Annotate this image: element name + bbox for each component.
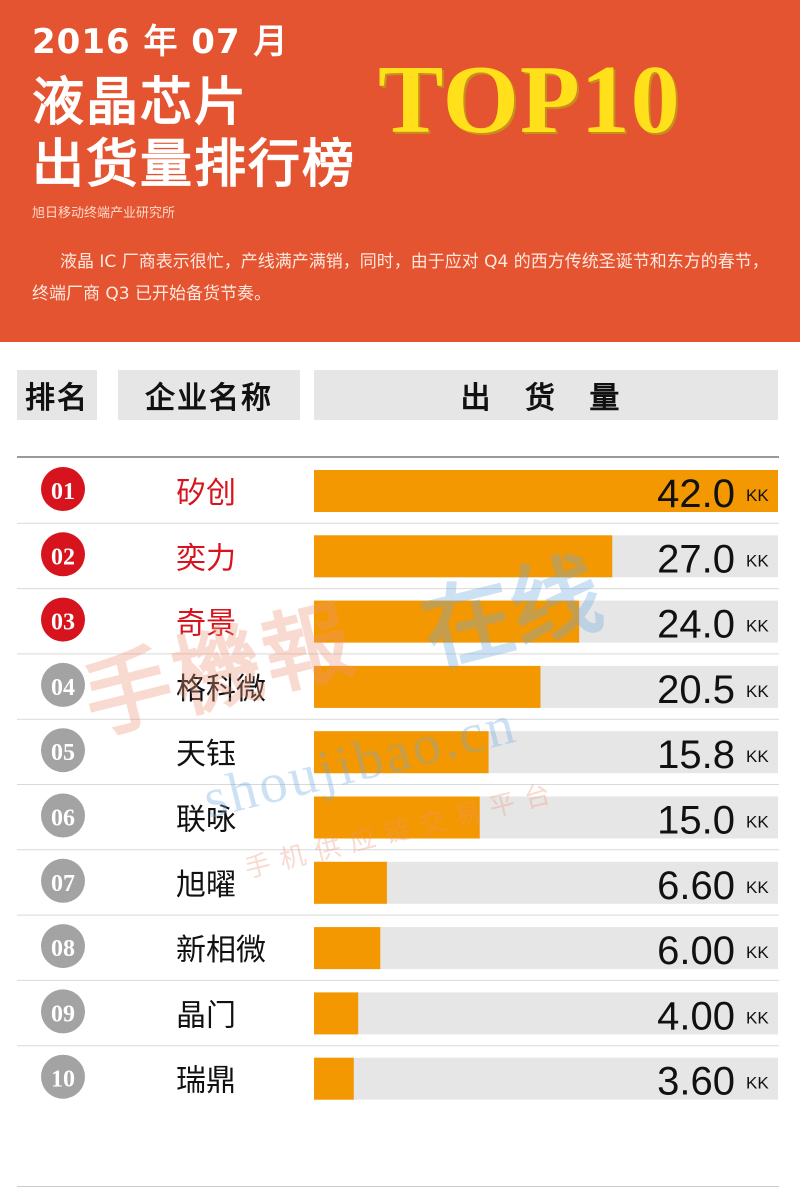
bar-2 — [314, 535, 613, 578]
value-label-3: 24.0 — [657, 603, 735, 647]
rank-badge-2 — [41, 532, 85, 577]
rank-badge-1 — [41, 467, 85, 511]
rank-number-6: 06 — [51, 806, 75, 832]
header-divider — [17, 456, 779, 458]
rank-number-9: 09 — [51, 1001, 75, 1027]
value-label-4: 20.5 — [657, 668, 735, 712]
bar-1 — [314, 470, 778, 512]
rank-number-4: 04 — [51, 675, 75, 701]
value-label-2: 27.0 — [657, 537, 735, 581]
company-name-3: 奇景 — [176, 607, 236, 642]
unit-label-9: KK — [746, 1008, 769, 1027]
column-header-volume: 出 货 量 — [314, 370, 778, 420]
rank-badge-10 — [41, 1054, 85, 1099]
value-label-5: 15.8 — [657, 733, 735, 777]
company-name-2: 奕力 — [176, 541, 236, 576]
unit-label-1: KK — [746, 486, 769, 505]
value-label-9: 4.00 — [657, 994, 735, 1038]
value-label-1: 42.0 — [657, 472, 735, 516]
top10-label: TOP10 — [378, 46, 681, 154]
unit-label-3: KK — [746, 617, 769, 636]
rank-badge-5 — [41, 728, 85, 773]
value-label-8: 6.00 — [657, 929, 735, 973]
rank-badge-8 — [41, 924, 85, 969]
report-date: 2016 年 07 月 — [32, 22, 289, 62]
column-header-company: 企业名称 — [118, 370, 300, 420]
company-name-6: 联咏 — [176, 803, 236, 838]
company-name-7: 旭曜 — [176, 868, 236, 903]
bar-track-10 — [314, 1057, 778, 1100]
company-name-5: 天钰 — [176, 737, 236, 772]
bar-6 — [314, 796, 480, 839]
source-label: 旭日移动终端产业研究所 — [32, 206, 176, 221]
header-banner: 2016 年 07 月 液晶芯片 出货量排行榜 TOP10 旭日移动终端产业研究… — [0, 0, 800, 342]
rank-number-2: 02 — [51, 544, 75, 570]
bar-5 — [314, 731, 489, 774]
company-name-8: 新相微 — [176, 933, 266, 968]
unit-label-7: KK — [746, 878, 769, 897]
bottom-divider — [17, 1186, 779, 1187]
unit-label-4: KK — [746, 682, 769, 701]
unit-label-10: KK — [746, 1074, 769, 1093]
unit-label-6: KK — [746, 813, 769, 832]
company-name-4: 格科微 — [176, 672, 266, 707]
bar-3 — [314, 600, 580, 643]
rank-number-1: 01 — [51, 479, 75, 505]
value-label-7: 6.60 — [657, 864, 735, 908]
rank-number-7: 07 — [51, 871, 75, 897]
bar-8 — [314, 927, 381, 970]
value-label-6: 15.0 — [657, 799, 735, 843]
value-label-10: 3.60 — [657, 1060, 735, 1104]
bar-10 — [314, 1057, 354, 1100]
company-name-9: 晶门 — [176, 998, 236, 1033]
bar-7 — [314, 861, 387, 904]
rank-badge-7 — [41, 858, 85, 903]
rank-badge-3 — [41, 597, 85, 642]
company-name-1: 矽创 — [176, 476, 236, 511]
bar-track-7 — [314, 861, 778, 904]
unit-label-8: KK — [746, 943, 769, 962]
title-line-2: 出货量排行榜 — [32, 135, 357, 195]
rank-number-10: 10 — [51, 1067, 75, 1093]
company-name-10: 瑞鼎 — [176, 1064, 236, 1099]
rank-number-8: 08 — [51, 936, 75, 962]
bar-track-8 — [314, 927, 778, 970]
bar-9 — [314, 992, 359, 1035]
bar-4 — [314, 665, 541, 708]
rank-badge-9 — [41, 989, 85, 1034]
bar-track-9 — [314, 992, 778, 1035]
description-text: 液晶 IC 厂商表示很忙，产线满产满销，同时，由于应对 Q4 的西方传统圣诞节和… — [32, 252, 769, 304]
title-line-1: 液晶芯片 — [32, 73, 249, 133]
column-header-rank: 排名 — [17, 370, 97, 420]
rank-badge-6 — [41, 793, 85, 838]
unit-label-2: KK — [746, 551, 769, 570]
rank-number-5: 05 — [51, 740, 75, 766]
rank-badge-4 — [41, 662, 85, 707]
rank-number-3: 03 — [51, 610, 75, 636]
unit-label-5: KK — [746, 747, 769, 766]
